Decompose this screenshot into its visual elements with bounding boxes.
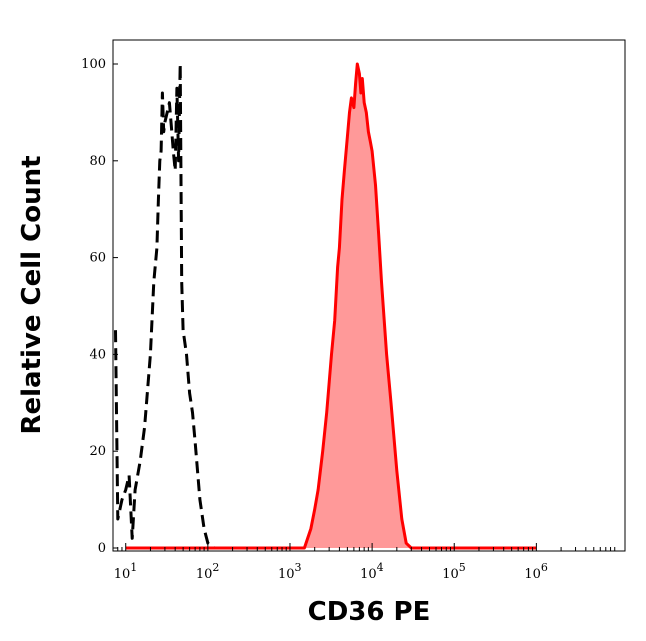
x-tick-label-3: 103	[278, 561, 302, 582]
y-axis-title: Relative Cell Count	[17, 155, 47, 434]
y-tick-label-60: 60	[89, 251, 106, 266]
x-tick-label-2: 102	[196, 561, 220, 582]
x-tick-label-1: 101	[114, 561, 138, 582]
axis-layer: 0 20 40 60 80 100 101 102 103 104 105 106	[81, 57, 616, 582]
series-layer	[114, 62, 537, 550]
x-tick-label-4: 104	[360, 561, 384, 582]
y-tick-label-0: 0	[98, 541, 106, 556]
y-tick-label-100: 100	[81, 57, 106, 72]
x-tick-label-6: 106	[524, 561, 548, 582]
series-1-area	[125, 64, 537, 548]
x-axis-title: CD36 PE	[308, 597, 431, 627]
x-tick-label-5: 105	[442, 561, 466, 582]
y-tick-label-80: 80	[89, 154, 106, 169]
y-tick-label-40: 40	[89, 347, 106, 362]
series-0-line	[114, 62, 290, 550]
y-tick-label-20: 20	[89, 444, 106, 459]
plot-frame	[112, 39, 626, 552]
series-1-line	[125, 62, 537, 550]
